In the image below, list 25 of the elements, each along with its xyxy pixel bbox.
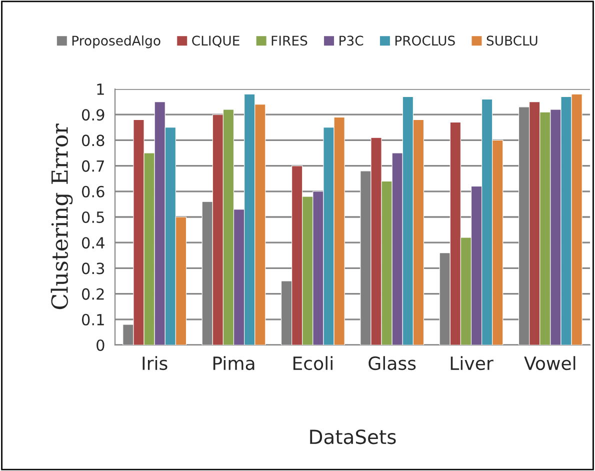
y-tick-label: 0.8 (82, 134, 104, 146)
y-tick-label: 1 (97, 84, 104, 95)
x-axis-title: DataSets (310, 429, 396, 444)
x-tick-label: Vowel (524, 356, 576, 370)
y-tick-label: 0.5 (82, 211, 104, 224)
legend-label: CLIQUE (192, 36, 240, 48)
legend-label: SUBCLU (486, 36, 538, 46)
y-tick-label: 0.7 (82, 160, 104, 172)
legend-label: P3C (340, 36, 364, 46)
legend-label: FIRES (272, 36, 308, 46)
legend-label: ProposedAlgo (72, 35, 160, 48)
y-tick-label: 0 (96, 339, 104, 352)
x-tick-label: Glass (368, 356, 416, 370)
x-tick-label: Iris (142, 356, 168, 370)
x-tick-label: Pima (213, 356, 254, 370)
y-tick-label: 0.2 (82, 288, 104, 300)
y-tick-label: 0.9 (82, 109, 104, 121)
x-tick-label: Ecoli (293, 356, 332, 370)
y-axis-title: Clustering Error (50, 124, 73, 310)
y-tick-label: 0.3 (82, 262, 104, 274)
x-tick-label: Liver (450, 356, 494, 370)
y-tick-label: 0.1 (82, 314, 104, 326)
legend-label: PROCLUS (395, 36, 455, 46)
y-tick-label: 0.4 (82, 237, 104, 249)
y-tick-label: 0.6 (82, 186, 104, 198)
